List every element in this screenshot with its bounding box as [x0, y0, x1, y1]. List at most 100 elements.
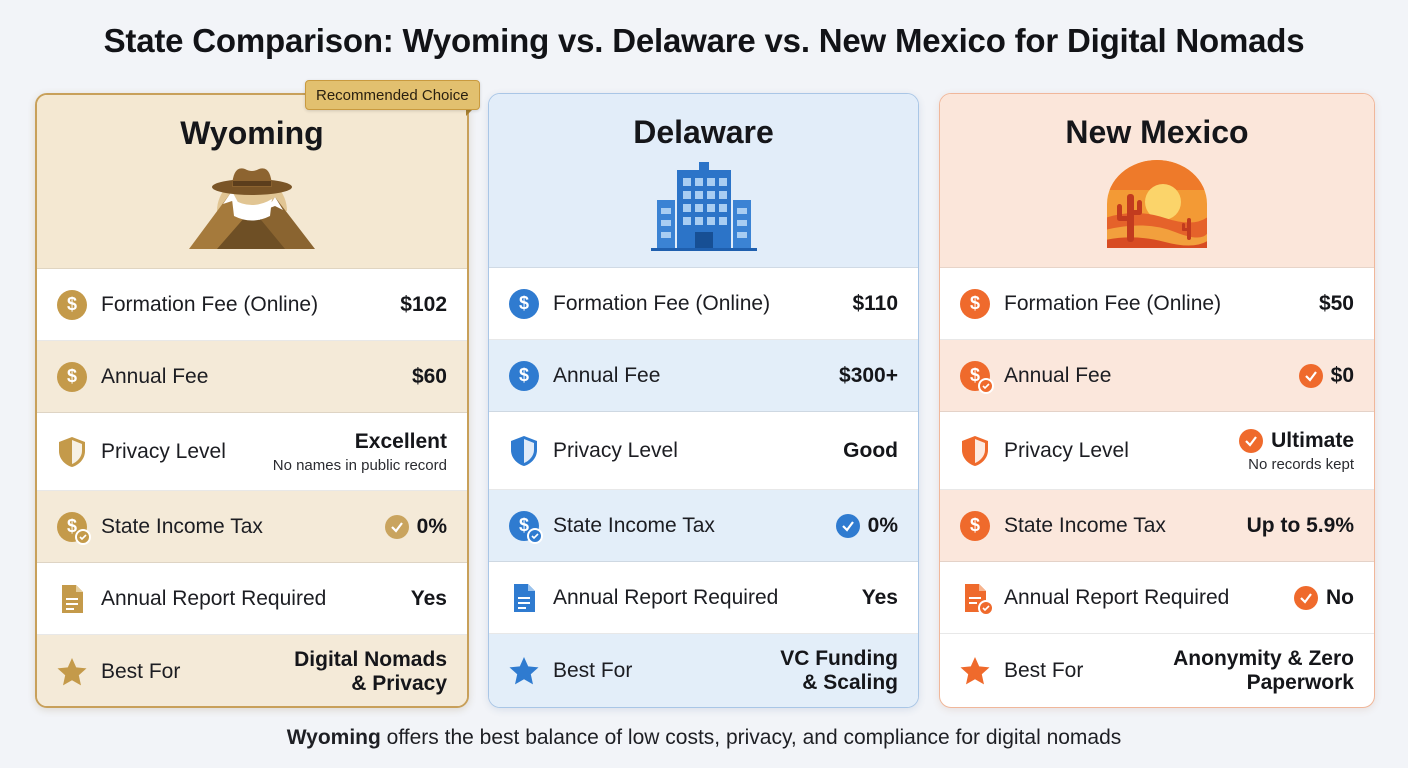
dollar-coin-icon: $: [55, 360, 89, 394]
row-label: Best For: [1004, 659, 1084, 682]
row-formation-fee: $ Formation Fee (Online) $110: [489, 268, 918, 340]
row-value: 0%: [867, 513, 898, 537]
row-label: State Income Tax: [101, 514, 263, 538]
row-formation-fee: $ Formation Fee (Online) $102: [37, 269, 467, 341]
row-label: State Income Tax: [553, 513, 715, 537]
row-value: Yes: [410, 586, 447, 610]
row-annual-report: Annual Report Required No: [940, 562, 1374, 634]
row-subvalue: No names in public record: [272, 456, 447, 474]
dollar-check-icon: $: [958, 359, 994, 394]
document-icon: [507, 581, 541, 615]
row-value-line1: Digital Nomads: [294, 648, 447, 671]
row-income-tax: $ State Income Tax 0%: [489, 490, 918, 562]
star-icon: [55, 655, 89, 689]
wyoming-card: Wyoming $ Formation Fee (Online) $102 $ …: [35, 93, 469, 708]
row-label: Privacy Level: [101, 439, 226, 463]
row-value: Yes: [861, 585, 898, 609]
row-annual-report: Annual Report Required Yes: [37, 563, 467, 635]
row-label: Privacy Level: [1004, 438, 1129, 462]
summary-footer: Wyoming offers the best balance of low c…: [0, 726, 1408, 750]
row-label: Formation Fee (Online): [553, 291, 771, 315]
shield-icon: [958, 434, 992, 468]
dollar-check-icon: $: [55, 510, 91, 545]
row-value-line1: VC Funding: [780, 647, 898, 670]
row-formation-fee: $ Formation Fee (Online) $50: [940, 268, 1374, 340]
row-value: Up to 5.9%: [1246, 513, 1354, 537]
row-label: Annual Report Required: [1004, 585, 1230, 609]
new-mexico-card: New Mexico $ Fo: [939, 93, 1375, 708]
row-subvalue: No records kept: [1248, 455, 1354, 473]
badge-fold: [466, 108, 474, 116]
shield-icon: [55, 435, 89, 469]
row-label: Annual Report Required: [553, 585, 779, 609]
dollar-coin-icon: $: [958, 509, 992, 543]
office-building-icon: [650, 162, 757, 251]
recommended-badge: Recommended Choice: [305, 80, 480, 110]
dollar-check-icon: $: [507, 509, 543, 544]
row-label: Annual Fee: [101, 364, 209, 388]
row-label: Formation Fee (Online): [1004, 291, 1222, 315]
footer-highlight: Wyoming: [286, 726, 381, 749]
state-name: Delaware: [633, 114, 774, 150]
row-best-for: Best For Digital Nomads & Privacy: [37, 635, 467, 706]
row-value-line2: & Privacy: [351, 672, 447, 695]
row-value-line2: & Scaling: [802, 671, 898, 694]
row-label: State Income Tax: [1004, 513, 1166, 537]
row-income-tax: $ State Income Tax 0%: [37, 491, 467, 563]
star-icon: [958, 654, 992, 688]
document-icon: [55, 582, 89, 616]
dollar-coin-icon: $: [507, 359, 541, 393]
row-value: Good: [843, 438, 898, 462]
document-check-icon: [958, 581, 994, 616]
cowboy-hat-mountains-icon: [189, 168, 315, 249]
row-label: Best For: [101, 660, 181, 683]
row-label: Annual Fee: [1004, 363, 1112, 387]
check-icon: [384, 514, 409, 539]
check-icon: [1298, 363, 1323, 388]
row-value: $0: [1330, 363, 1354, 387]
row-value: $110: [852, 291, 898, 315]
check-icon: [1294, 585, 1318, 610]
row-annual-fee: $ Annual Fee $300+: [489, 340, 918, 412]
row-value: Excellent: [354, 429, 447, 453]
row-value-line1: Anonymity & Zero: [1173, 647, 1354, 670]
wyoming-header: Wyoming: [37, 95, 467, 269]
row-label: Best For: [553, 659, 633, 682]
row-privacy-level: Privacy Level Ultimate No records kept: [940, 412, 1374, 490]
row-label: Privacy Level: [553, 438, 678, 462]
row-value: $102: [400, 292, 447, 316]
row-annual-fee: $ Annual Fee $0: [940, 340, 1374, 412]
check-icon: [835, 513, 860, 538]
delaware-card: Delaware $ Formation Fee (Online) $110 $…: [488, 93, 919, 708]
row-value: $50: [1318, 291, 1354, 315]
row-value: 0%: [416, 514, 447, 538]
state-name: New Mexico: [1065, 114, 1249, 150]
row-label: Annual Report Required: [101, 586, 327, 610]
row-privacy-level: Privacy Level Good: [489, 412, 918, 490]
row-label: Annual Fee: [553, 363, 661, 387]
footer-text: offers the best balance of low costs, pr…: [380, 726, 1122, 749]
row-value: Ultimate: [1271, 428, 1354, 452]
row-best-for: Best For Anonymity & Zero Paperwork: [940, 634, 1374, 707]
delaware-header: Delaware: [489, 94, 918, 268]
row-annual-fee: $ Annual Fee $60: [37, 341, 467, 413]
state-name: Wyoming: [180, 115, 324, 151]
dollar-coin-icon: $: [507, 287, 541, 321]
row-value: $300+: [839, 363, 898, 387]
new-mexico-header: New Mexico: [940, 94, 1374, 268]
desert-sunset-cactus-icon: [1107, 160, 1207, 248]
row-privacy-level: Privacy Level Excellent No names in publ…: [37, 413, 467, 491]
star-icon: [507, 654, 541, 688]
row-label: Formation Fee (Online): [101, 292, 319, 316]
row-value: $60: [411, 364, 447, 388]
page-title: State Comparison: Wyoming vs. Delaware v…: [103, 22, 1305, 59]
row-annual-report: Annual Report Required Yes: [489, 562, 918, 634]
row-value: No: [1326, 585, 1354, 609]
row-value-line2: Paperwork: [1246, 671, 1354, 694]
dollar-coin-icon: $: [958, 287, 992, 321]
row-income-tax: $ State Income Tax Up to 5.9%: [940, 490, 1374, 562]
shield-icon: [507, 434, 541, 468]
dollar-coin-icon: $: [55, 288, 89, 322]
row-best-for: Best For VC Funding & Scaling: [489, 634, 918, 707]
check-icon: [1239, 428, 1264, 453]
